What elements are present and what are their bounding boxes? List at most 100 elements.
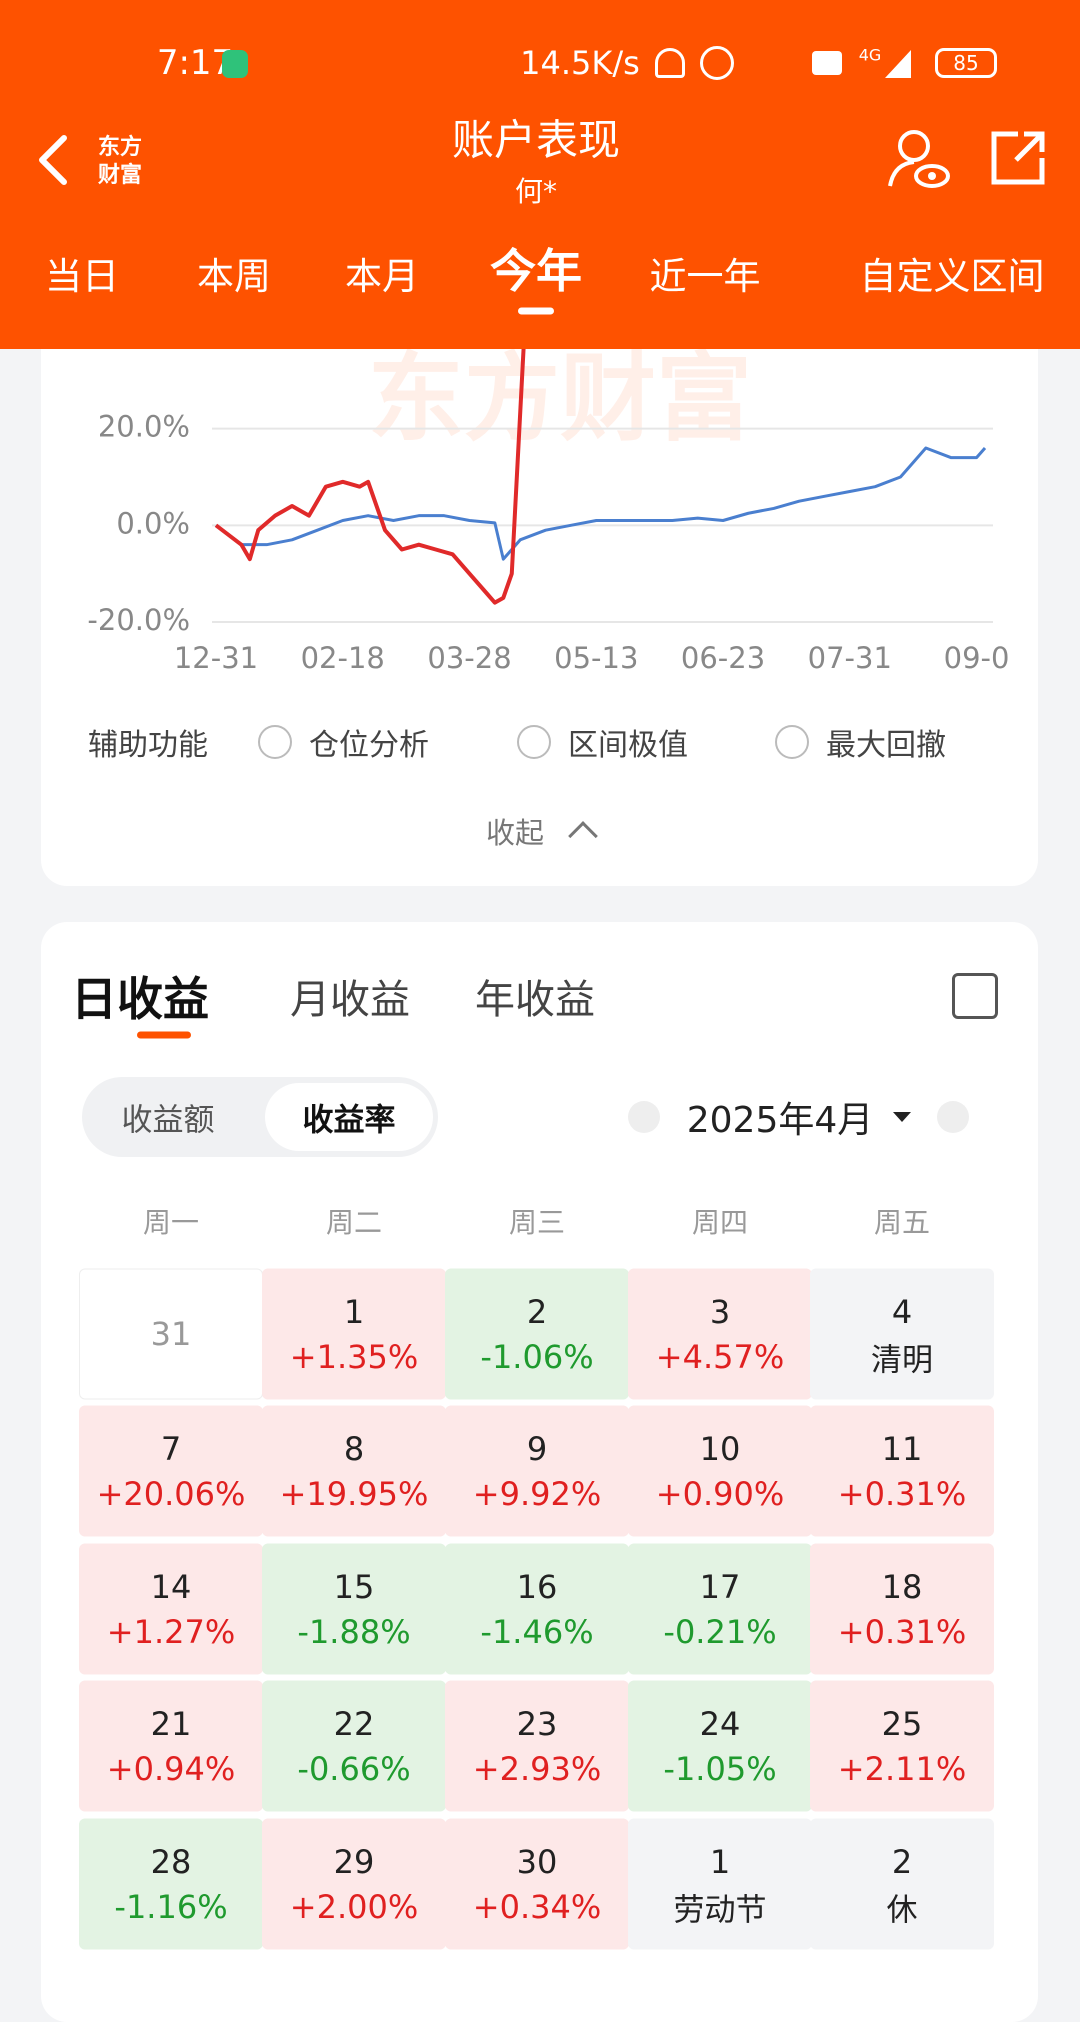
daily-return: +2.11% bbox=[837, 1750, 967, 1788]
alarm-icon bbox=[700, 46, 734, 80]
day: 16 bbox=[516, 1568, 558, 1606]
share-icon[interactable] bbox=[952, 973, 998, 1019]
day: 7 bbox=[160, 1430, 182, 1468]
radio[interactable] bbox=[775, 725, 809, 759]
aux-option[interactable]: 区间极值 bbox=[568, 728, 688, 763]
daily-return: +0.34% bbox=[472, 1888, 602, 1926]
day-cell[interactable] bbox=[262, 1405, 446, 1537]
day: 1 bbox=[709, 1843, 731, 1881]
day-cell[interactable] bbox=[445, 1543, 629, 1675]
day: 29 bbox=[333, 1843, 375, 1881]
battery-level: 85 bbox=[953, 51, 979, 75]
day: 2 bbox=[891, 1843, 913, 1881]
day: 3 bbox=[709, 1293, 731, 1331]
day-cell[interactable] bbox=[262, 1268, 446, 1400]
x-tick-label: 03-28 bbox=[427, 641, 511, 675]
day-cell[interactable] bbox=[445, 1405, 629, 1537]
day-cell[interactable] bbox=[628, 1818, 812, 1950]
daily-return: +0.90% bbox=[655, 1475, 785, 1513]
daily-return: +9.92% bbox=[472, 1475, 602, 1513]
chart: 东方财富 -20.0% 0.0% 20.0% 12-31 02-18 03-28 05-13… bbox=[87, 331, 1009, 675]
watermark: 东方财富 bbox=[368, 342, 752, 454]
period-tab[interactable]: 本周 bbox=[197, 255, 271, 298]
radio[interactable] bbox=[517, 725, 551, 759]
day: 8 bbox=[343, 1430, 365, 1468]
next-month[interactable] bbox=[937, 1101, 969, 1133]
series-line bbox=[214, 331, 527, 605]
day: 30 bbox=[516, 1843, 558, 1881]
prev-month[interactable] bbox=[628, 1101, 660, 1133]
radio[interactable] bbox=[258, 725, 292, 759]
returns-tab[interactable]: 年收益 bbox=[475, 977, 595, 1023]
x-tick-label: 06-23 bbox=[681, 641, 765, 675]
day-cell[interactable] bbox=[628, 1268, 812, 1400]
period-tab[interactable]: 近一年 bbox=[649, 255, 761, 298]
day-cell[interactable] bbox=[628, 1543, 812, 1675]
daily-return: +19.95% bbox=[279, 1475, 429, 1513]
x-tick-label: 05-13 bbox=[554, 641, 638, 675]
aux-option[interactable]: 最大回撤 bbox=[826, 728, 946, 763]
day-cell[interactable] bbox=[810, 1405, 994, 1537]
day-cell[interactable] bbox=[810, 1818, 994, 1950]
aux-label: 辅助功能 bbox=[88, 728, 208, 763]
weekday: 周四 bbox=[691, 1206, 749, 1239]
weekday: 周三 bbox=[508, 1206, 566, 1239]
day-cell[interactable] bbox=[628, 1680, 812, 1812]
period-tab[interactable]: 今年 bbox=[490, 244, 582, 298]
day-cell[interactable] bbox=[79, 1818, 263, 1950]
day-cell[interactable] bbox=[262, 1543, 446, 1675]
day-cell[interactable] bbox=[445, 1268, 629, 1400]
day-cell[interactable] bbox=[445, 1680, 629, 1812]
daily-return: +20.06% bbox=[96, 1475, 246, 1513]
network: 4G bbox=[858, 45, 882, 65]
period-tab[interactable]: 当日 bbox=[45, 255, 119, 298]
collapse-button[interactable]: 收起 bbox=[485, 816, 545, 850]
holiday: 劳动节 bbox=[673, 1892, 767, 1929]
day-cell[interactable] bbox=[810, 1268, 994, 1400]
day-cell[interactable] bbox=[79, 1268, 263, 1400]
share-button[interactable] bbox=[988, 128, 1048, 188]
back-button[interactable] bbox=[34, 132, 74, 188]
day: 28 bbox=[150, 1843, 192, 1881]
day: 21 bbox=[150, 1705, 192, 1743]
daily-return: -0.21% bbox=[663, 1613, 777, 1651]
day: 14 bbox=[150, 1568, 192, 1606]
logo-line: 东方 bbox=[97, 135, 143, 160]
net-speed: 14.5K/s bbox=[520, 44, 640, 82]
period-tab[interactable]: 本月 bbox=[345, 255, 419, 298]
daily-return: +4.57% bbox=[655, 1338, 785, 1376]
month[interactable]: 2025年4月 bbox=[686, 1100, 874, 1141]
daily-return: -1.46% bbox=[480, 1613, 594, 1651]
day-cell[interactable] bbox=[445, 1818, 629, 1950]
segment[interactable]: 收益额 bbox=[121, 1102, 215, 1139]
daily-return: +0.31% bbox=[837, 1475, 967, 1513]
segment[interactable]: 收益率 bbox=[302, 1102, 396, 1139]
day: 10 bbox=[699, 1430, 741, 1468]
returns-tab[interactable]: 日收益 bbox=[71, 972, 209, 1026]
day-cell[interactable] bbox=[79, 1543, 263, 1675]
daily-return: +2.00% bbox=[289, 1888, 419, 1926]
privacy-button[interactable] bbox=[886, 128, 952, 192]
header: 7:17 14.5K/s 4G 85 东方 财富 账户表现 何* 当日 本周 本月 今… bbox=[0, 0, 1080, 349]
day-cell[interactable] bbox=[810, 1543, 994, 1675]
aux-option[interactable]: 仓位分析 bbox=[309, 728, 429, 763]
day-cell[interactable] bbox=[628, 1405, 812, 1537]
hd-icon bbox=[812, 51, 842, 75]
y-tick-label: 20.0% bbox=[98, 410, 190, 444]
day-cell[interactable] bbox=[262, 1818, 446, 1950]
daily-return: -1.16% bbox=[114, 1888, 228, 1926]
daily-return: -0.66% bbox=[297, 1750, 411, 1788]
active-indicator bbox=[137, 1031, 191, 1039]
day-cell[interactable] bbox=[79, 1405, 263, 1537]
day-cell[interactable] bbox=[810, 1680, 994, 1812]
daily-return: +2.93% bbox=[472, 1750, 602, 1788]
page-title: 账户表现 bbox=[451, 115, 621, 165]
account-name: 何* bbox=[514, 175, 558, 208]
period-tab[interactable]: 自定义区间 bbox=[859, 255, 1045, 298]
y-tick-label: 0.0% bbox=[116, 506, 190, 540]
daily-return: +1.27% bbox=[106, 1613, 236, 1651]
returns-tab[interactable]: 月收益 bbox=[290, 977, 410, 1023]
day: 24 bbox=[699, 1705, 741, 1743]
day-cell[interactable] bbox=[262, 1680, 446, 1812]
day-cell[interactable] bbox=[79, 1680, 263, 1812]
